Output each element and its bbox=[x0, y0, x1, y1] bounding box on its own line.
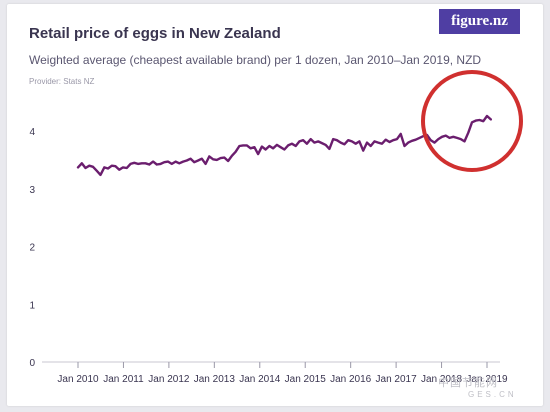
series-line-egg-price bbox=[76, 114, 492, 177]
watermark: 中国节能网 GES.CN bbox=[438, 374, 517, 399]
y-axis: 0 1 2 3 4 bbox=[29, 127, 35, 369]
watermark-line1: 中国节能网 bbox=[438, 377, 498, 389]
chart-title: Retail price of eggs in New Zealand bbox=[29, 25, 281, 42]
highlight-circle bbox=[421, 70, 523, 172]
figure-nz-logo[interactable]: figure.nz bbox=[439, 9, 520, 34]
series-layer bbox=[76, 114, 492, 177]
x-tick-label: Jan 2015 bbox=[285, 374, 327, 385]
y-tick-label: 0 bbox=[29, 358, 35, 369]
x-tick-label: Jan 2011 bbox=[103, 374, 144, 385]
y-tick-label: 4 bbox=[29, 127, 35, 138]
x-tick-label: Jan 2016 bbox=[330, 374, 372, 385]
x-tick-label: Jan 2017 bbox=[376, 374, 418, 385]
provider-credit: Provider: Stats NZ bbox=[29, 77, 95, 86]
x-tick-label: Jan 2018 bbox=[421, 374, 463, 385]
chart-subtitle: Weighted average (cheapest available bra… bbox=[29, 53, 482, 67]
y-tick-label: 2 bbox=[29, 243, 35, 254]
watermark-line2: GES.CN bbox=[468, 390, 517, 399]
x-tick-label: Jan 2014 bbox=[239, 374, 281, 385]
x-tick-label: Jan 2013 bbox=[194, 374, 236, 385]
x-tick-label: Jan 2010 bbox=[57, 374, 99, 385]
x-tick-label: Jan 2019 bbox=[466, 374, 508, 385]
x-axis: Jan 2010 Jan 2011 Jan 2012 Jan 2013 Jan 2014… bbox=[42, 361, 508, 385]
x-tick-label: Jan 2012 bbox=[148, 374, 190, 385]
chart-card bbox=[7, 4, 543, 406]
y-tick-label: 3 bbox=[29, 185, 35, 196]
y-tick-label: 1 bbox=[29, 300, 35, 311]
